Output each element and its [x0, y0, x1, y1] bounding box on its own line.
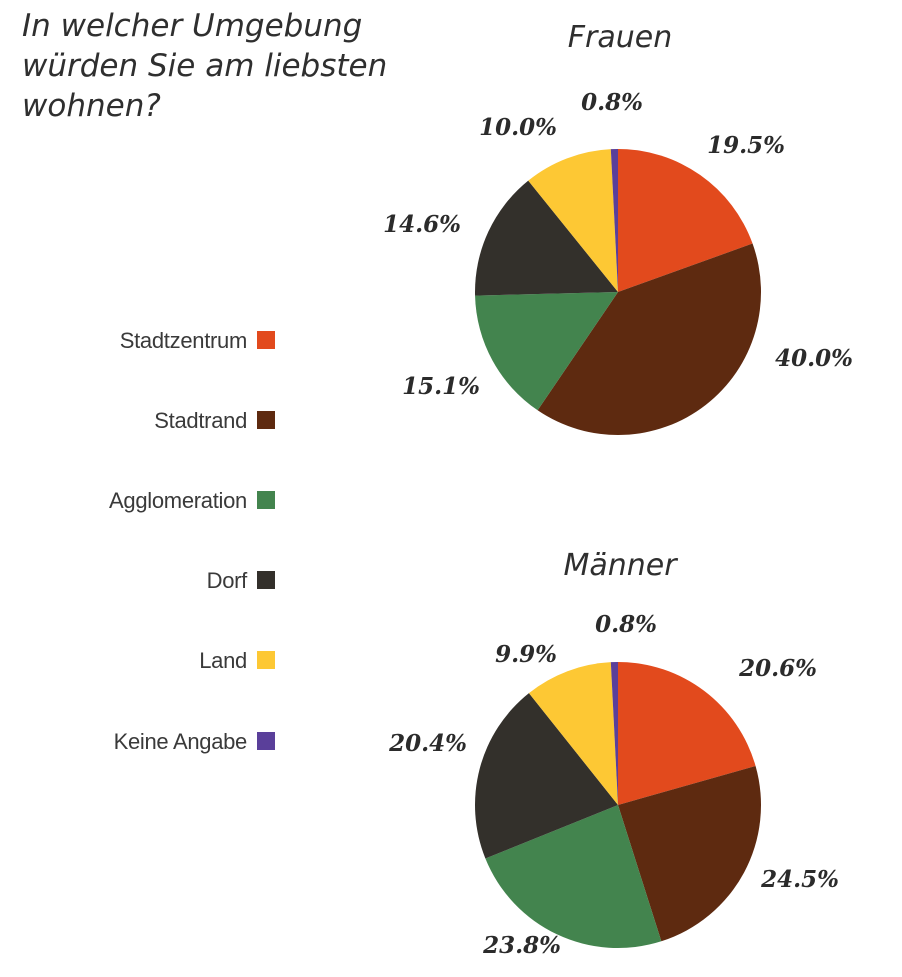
data-label-m-nner-land: 9.9% [495, 641, 557, 668]
legend-swatch [257, 651, 275, 669]
pie-title-maenner: Männer [563, 548, 677, 583]
legend-swatch [257, 732, 275, 750]
pie-slice-m-nner-dorf [475, 693, 618, 859]
legend-item-dorf: Dorf [30, 566, 275, 596]
pie-slice-m-nner-keine-angabe [610, 662, 618, 805]
legend-swatch [257, 411, 275, 429]
pie-title-frauen: Frauen [567, 20, 673, 55]
legend-label: Dorf [206, 568, 248, 593]
data-label-m-nner-keine-angabe: 0.8% [595, 611, 657, 638]
data-label-frauen-keine-angabe: 0.8% [581, 89, 643, 116]
legend-label: Stadtzentrum [119, 328, 248, 353]
pie-slice-m-nner-stadtzentrum [618, 662, 756, 805]
data-label-frauen-dorf: 14.6% [383, 211, 461, 238]
data-label-m-nner-agglomeration: 23.8% [482, 932, 561, 959]
legend-label: Keine Angabe [113, 729, 248, 754]
data-label-m-nner-dorf: 20.4% [388, 730, 467, 757]
chart-title: In welcher Umgebung würden Sie am liebst… [22, 8, 388, 124]
legend-item-stadtrand: Stadtrand [30, 406, 275, 436]
data-label-frauen-stadtzentrum: 19.5% [707, 132, 785, 159]
legend-swatch [257, 571, 275, 589]
pie-slice-frauen-stadtzentrum [618, 149, 753, 292]
pie-slice-m-nner-stadtrand [618, 765, 762, 942]
pie-slice-m-nner-land [528, 662, 618, 805]
legend-swatch [257, 331, 275, 349]
legend-swatch [257, 491, 275, 509]
legend-label: Agglomeration [109, 488, 247, 513]
pie-slice-frauen-land [528, 149, 618, 292]
legend-item-keine-angabe: Keine Angabe [30, 727, 275, 757]
legend-item-stadtzentrum: Stadtzentrum [30, 326, 275, 356]
pie-slice-frauen-dorf [475, 180, 618, 296]
pie-slice-m-nner-agglomeration [485, 805, 662, 949]
legend-item-agglomeration: Agglomeration [30, 486, 275, 516]
data-label-frauen-agglomeration: 15.1% [402, 373, 480, 400]
pie-slice-frauen-keine-angabe [610, 149, 618, 292]
data-label-frauen-stadtrand: 40.0% [775, 345, 853, 372]
legend-label: Stadtrand [154, 408, 247, 433]
data-label-frauen-land: 10.0% [479, 114, 557, 141]
pie-slice-frauen-agglomeration [475, 292, 618, 411]
legend-label: Land [199, 648, 247, 673]
data-label-m-nner-stadtrand: 24.5% [760, 866, 839, 893]
legend-item-land: Land [30, 646, 275, 676]
pie-slice-frauen-stadtrand [537, 243, 762, 436]
data-label-m-nner-stadtzentrum: 20.6% [738, 655, 817, 682]
